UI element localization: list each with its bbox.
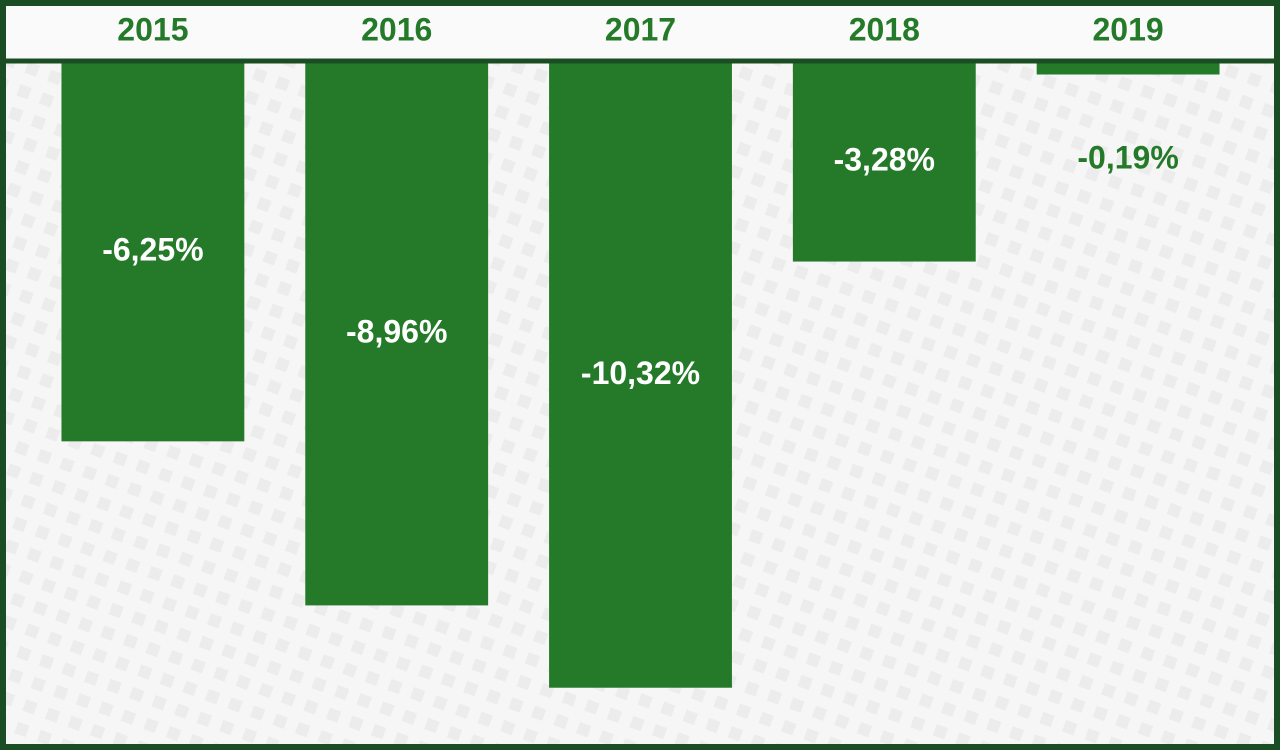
x-tick-label: 2015	[117, 11, 188, 47]
value-label: -6,25%	[102, 232, 203, 268]
value-label: -3,28%	[834, 142, 935, 178]
bar	[1036, 63, 1220, 75]
value-label: -10,32%	[581, 355, 700, 391]
x-tick-label: 2018	[849, 11, 920, 47]
value-label: -0,19%	[1077, 139, 1178, 175]
x-tick-label: 2019	[1093, 11, 1164, 47]
bar	[549, 63, 732, 688]
plot-area: -6,25% -8,96% -10,32% -3,28% -0,19%	[61, 63, 1220, 688]
x-tick-label: 2016	[361, 11, 432, 47]
value-label: -8,96%	[346, 314, 447, 350]
bar	[792, 63, 976, 262]
bar	[61, 63, 245, 442]
header-band	[3, 3, 1277, 60]
x-tick-label: 2017	[605, 11, 676, 47]
bar	[305, 63, 489, 606]
